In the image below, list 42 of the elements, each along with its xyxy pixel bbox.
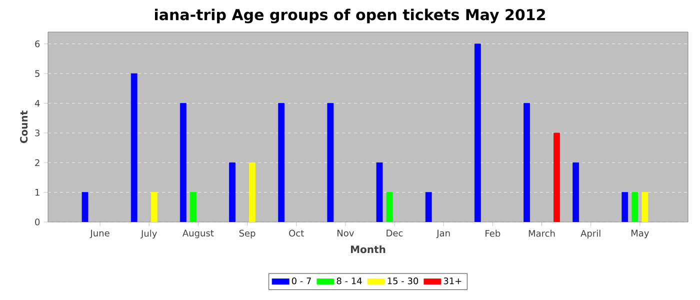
bar [474,44,481,222]
legend-label: 31+ [444,278,462,284]
x-axis-title: Month [351,245,386,254]
bar [572,162,580,222]
bar [130,73,138,222]
x-tick-label: Nov [338,230,354,236]
x-tick-label: April [580,230,600,239]
x-tick-label: August [182,230,214,238]
y-tick-label: 0 [35,218,40,226]
legend-label: 0 - 7 [292,278,311,284]
bar [190,192,196,222]
y-tick-label: 3 [35,130,40,136]
bar [278,103,285,222]
y-tick-label: 6 [35,40,40,48]
bar [180,103,186,222]
x-tick-label: July [140,230,157,239]
y-axis-title: Count [20,110,28,144]
x-tick-label: Oct [289,230,304,237]
bar [622,192,628,222]
bar [229,162,236,222]
y-tick-label: 5 [35,70,40,77]
bar [376,162,383,222]
bar [327,103,334,222]
x-tick-label: Sep [239,230,256,238]
bar [524,103,530,222]
bar [386,192,393,222]
x-tick-label: March [528,230,555,237]
chart-title: iana-trip Age groups of open tickets May 2012 [155,8,545,24]
legend-label: 15 - 30 [388,278,418,284]
bar [425,192,432,222]
bar [632,192,638,222]
bar [82,192,88,222]
y-tick-label: 1 [35,189,40,196]
x-tick-label: May [631,230,649,238]
x-tick-label: Feb [486,230,500,237]
x-tick-label: Dec [386,230,403,236]
y-tick-label: 4 [34,100,40,107]
legend-label: 8 - 14 [336,278,362,284]
bar [554,132,560,222]
x-tick-label: Jan [436,230,450,238]
x-tick-label: June [90,230,110,238]
y-tick-label: 2 [35,159,40,166]
